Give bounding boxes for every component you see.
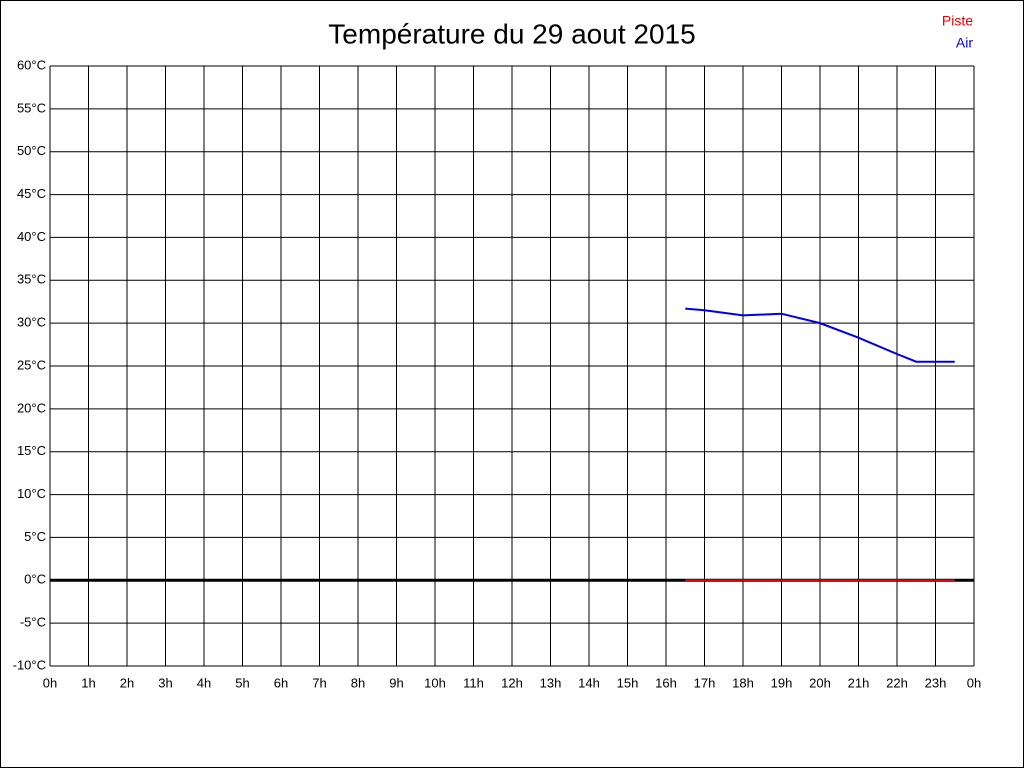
x-tick-label: 4h	[197, 675, 211, 690]
x-tick-label: 19h	[771, 675, 793, 690]
x-tick-label: 6h	[274, 675, 288, 690]
y-tick-label: -5°C	[20, 615, 46, 630]
x-tick-label: 20h	[809, 675, 831, 690]
y-tick-label: 20°C	[17, 400, 46, 415]
x-tick-label: 14h	[578, 675, 600, 690]
x-tick-label: 18h	[732, 675, 754, 690]
x-tick-label: 15h	[617, 675, 639, 690]
x-tick-label: 0h	[43, 675, 57, 690]
series-line	[685, 307, 955, 363]
x-tick-label: 11h	[463, 675, 484, 690]
y-tick-label: 30°C	[17, 315, 46, 330]
x-tick-label: 9h	[389, 675, 403, 690]
x-tick-label: 3h	[158, 675, 172, 690]
x-tick-label: 5h	[235, 675, 249, 690]
y-tick-label: 10°C	[17, 486, 46, 501]
chart-title: Température du 29 aout 2015	[328, 18, 695, 49]
x-tick-label: 21h	[848, 675, 870, 690]
x-tick-label: 12h	[501, 675, 523, 690]
y-tick-label: -10°C	[13, 657, 46, 672]
y-tick-label: 0°C	[24, 572, 46, 587]
x-tick-label: 7h	[312, 675, 326, 690]
x-tick-label: 22h	[886, 675, 908, 690]
x-tick-label: 16h	[655, 675, 677, 690]
y-tick-label: 15°C	[17, 443, 46, 458]
y-tick-label: 55°C	[17, 100, 46, 115]
y-tick-label: 35°C	[17, 272, 46, 287]
legend-label: Piste	[942, 13, 973, 29]
x-tick-label: 13h	[540, 675, 562, 690]
y-tick-label: 25°C	[17, 357, 46, 372]
y-tick-label: 40°C	[17, 229, 46, 244]
x-tick-label: 23h	[925, 675, 947, 690]
legend-label: Air	[956, 35, 973, 51]
x-tick-label: 0h	[967, 675, 981, 690]
x-tick-label: 8h	[351, 675, 365, 690]
y-tick-label: 5°C	[24, 529, 46, 544]
y-tick-label: 45°C	[17, 186, 46, 201]
x-tick-label: 2h	[120, 675, 134, 690]
y-tick-label: 50°C	[17, 143, 46, 158]
x-tick-label: 1h	[81, 675, 95, 690]
y-tick-label: 60°C	[17, 57, 46, 72]
x-tick-label: 17h	[694, 675, 716, 690]
x-tick-label: 10h	[424, 675, 446, 690]
